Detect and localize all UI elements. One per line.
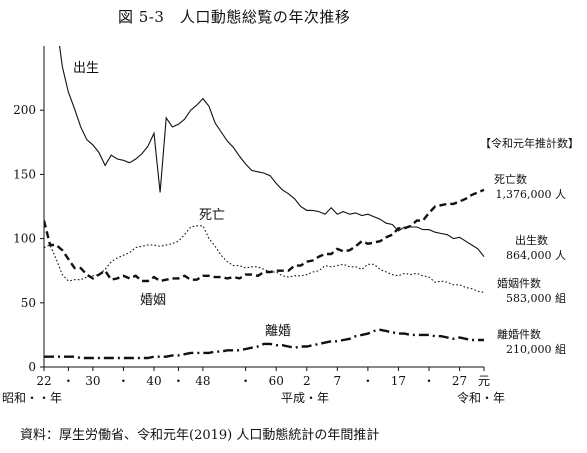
series-name-3: 離婚 [265, 324, 291, 339]
x-tick-label: 30 [85, 374, 100, 388]
end-value-0: 864,000 人 [506, 249, 566, 262]
x-tick-label: ・ [172, 374, 184, 388]
chart-title: 図 5-3 人口動態総覧の年次推移 [118, 8, 351, 26]
x-tick-label: 60 [269, 374, 284, 388]
x-tick-label: 2 [303, 374, 311, 388]
x-tick-label: 48 [195, 374, 210, 388]
x-tick-label: ・ [62, 374, 74, 388]
era-label-reiwa: 令和・年 [457, 390, 505, 405]
x-tick-label: 17 [391, 374, 406, 388]
x-tick-label: ・ [240, 374, 252, 388]
x-tick-label: 元 [478, 374, 490, 388]
series-line-3 [44, 328, 484, 360]
x-tick-label: ・ [362, 374, 374, 388]
x-tick-label: ・ [423, 374, 435, 388]
y-tick-label: 100 [13, 232, 36, 246]
series-name-0: 出生 [73, 61, 99, 76]
x-tick-label: 7 [334, 374, 342, 388]
y-tick-label: 50 [21, 296, 36, 310]
series-name-1: 死亡 [199, 208, 225, 223]
legend-header: 【令和元年推計数】 [480, 136, 579, 150]
end-value-3: 210,000 組 [506, 343, 566, 356]
y-tick-label: 0 [28, 360, 36, 374]
end-label-2: 婚姻件数 [497, 276, 541, 290]
y-tick-label: 200 [13, 103, 36, 117]
end-value-2: 583,000 組 [506, 292, 566, 305]
source-note: 資料：厚生労働省、令和元年(2019) 人口動態統計の年間推計 [20, 428, 380, 443]
x-tick-label: 27 [452, 374, 467, 388]
era-label-heisei: 平成・年 [281, 391, 329, 405]
x-tick-label: ・ [117, 374, 129, 388]
end-label-3: 離婚件数 [497, 327, 541, 341]
series-lines [44, 46, 485, 360]
series-name-2: 婚姻 [140, 293, 166, 308]
x-tick-label: 22 [36, 374, 51, 388]
x-tick-label: 40 [146, 374, 161, 388]
era-label-showa: 昭和・・年 [2, 391, 62, 405]
series-line-2 [44, 225, 485, 294]
end-value-1: 1,376,000 人 [496, 188, 566, 201]
y-tick-label: 150 [13, 167, 36, 181]
end-label-0: 出生数 [515, 233, 548, 247]
series-line-1 [44, 188, 485, 283]
end-label-1: 死亡数 [494, 172, 527, 186]
